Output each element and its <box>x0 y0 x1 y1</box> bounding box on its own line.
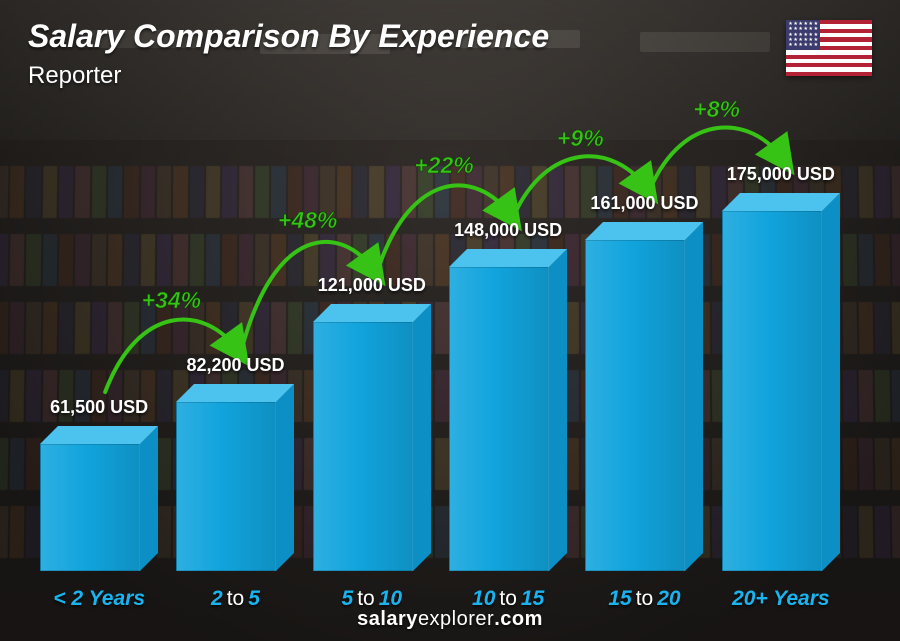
bar <box>40 426 158 571</box>
bar-slot: 161,000 USD15to20 <box>585 120 703 571</box>
infographic-stage: Salary Comparison By Experience Reporter… <box>0 0 900 641</box>
bar-slot: 61,500 USD< 2 Years <box>40 120 158 571</box>
bar-value-label: 161,000 USD <box>590 193 698 214</box>
bar-value-label: 175,000 USD <box>727 164 835 185</box>
bar <box>449 249 567 571</box>
bar-group: 61,500 USD< 2 Years82,200 USD2to5121,000… <box>30 120 850 571</box>
page-subtitle: Reporter <box>28 62 121 90</box>
footer-light: explorer <box>418 608 494 630</box>
bar <box>176 384 294 571</box>
bar <box>722 193 840 571</box>
bar <box>313 304 431 571</box>
bar-slot: 175,000 USD20+ Years <box>722 120 840 571</box>
bar-value-label: 61,500 USD <box>50 397 148 418</box>
bar-value-label: 121,000 USD <box>318 275 426 296</box>
bar-slot: 82,200 USD2to5 <box>176 120 294 571</box>
bar <box>585 222 703 571</box>
footer-brand: salaryexplorer.com <box>0 608 900 631</box>
footer-bold: salary <box>357 608 418 630</box>
bar-value-label: 148,000 USD <box>454 220 562 241</box>
bar-value-label: 82,200 USD <box>186 355 284 376</box>
footer-suffix: .com <box>494 608 543 630</box>
bar-slot: 121,000 USD5to10 <box>313 120 431 571</box>
bar-slot: 148,000 USD10to15 <box>449 120 567 571</box>
page-title: Salary Comparison By Experience <box>28 18 549 55</box>
country-flag-us: ★★★★★★★★★★★★★★★★★★★★★★★★★★★★★★ <box>786 20 872 76</box>
salary-bar-chart: +34%+48%+22%+9%+8% 61,500 USD< 2 Years82… <box>30 120 850 571</box>
